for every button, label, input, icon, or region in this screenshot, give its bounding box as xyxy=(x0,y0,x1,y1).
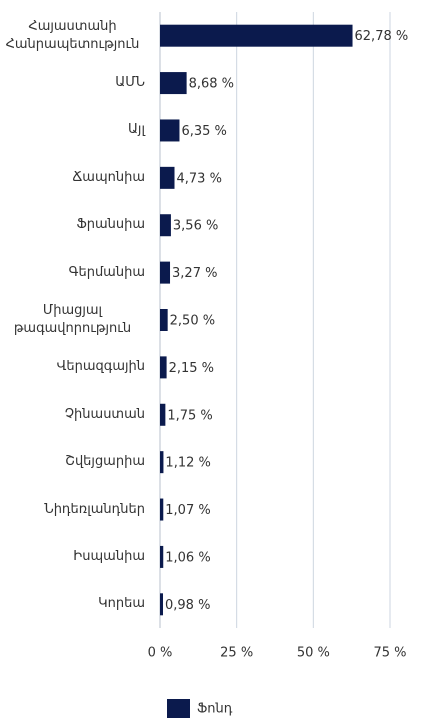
data-label: 3,27 % xyxy=(172,266,217,281)
legend-label: Ֆոնդ xyxy=(197,702,233,717)
y-tick-label: Վերազգային xyxy=(0,345,145,389)
legend-swatch xyxy=(167,699,190,718)
data-label: 1,06 % xyxy=(165,550,210,565)
y-tick-label: Ճապոնիա xyxy=(0,156,145,200)
bar xyxy=(160,545,164,568)
x-tick-label: 0 % xyxy=(148,646,173,661)
y-tick-label: ԱՄՆ xyxy=(0,61,145,105)
y-tick-label: Այլ xyxy=(0,108,145,152)
bar xyxy=(160,498,164,521)
data-label: 3,56 % xyxy=(173,219,218,234)
category-text: Այլ xyxy=(127,122,145,138)
category-text: Կորեա xyxy=(98,596,145,612)
bar xyxy=(160,72,187,95)
bar xyxy=(160,261,171,284)
y-tick-label: Միացյալ թագավորություն xyxy=(0,298,145,342)
category-text: Հայաստանի Հանրապետություն xyxy=(5,18,140,52)
y-tick-label: Չինաստան xyxy=(0,393,145,437)
x-tick-label: 50 % xyxy=(297,646,330,661)
y-tick-label: Հայաստանի Հանրապետություն xyxy=(0,14,145,58)
data-label: 8,68 % xyxy=(189,77,234,92)
bar xyxy=(160,403,166,426)
category-text: Վերազգային xyxy=(56,359,145,375)
data-label: 1,12 % xyxy=(165,456,210,471)
data-label: 2,50 % xyxy=(170,314,215,329)
bar xyxy=(160,356,167,379)
x-tick-label: 25 % xyxy=(220,646,253,661)
y-tick-label: Շվեյցարիա xyxy=(0,440,145,484)
bar xyxy=(160,214,171,237)
category-text: Չինաստան xyxy=(64,406,145,422)
category-text: Միացյալ թագավորություն xyxy=(13,303,132,336)
category-text: Գերմանիա xyxy=(68,264,145,280)
category-text: ԱՄՆ xyxy=(115,75,145,91)
y-tick-label: Իսպանիա xyxy=(0,535,145,579)
category-text: Իսպանիա xyxy=(73,548,145,564)
data-label: 62,78 % xyxy=(355,29,409,44)
bar xyxy=(160,593,164,616)
y-tick-label: Ֆրանսիա xyxy=(0,203,145,247)
category-text: Ճապոնիա xyxy=(72,169,145,185)
data-label: 2,15 % xyxy=(169,361,214,376)
data-label: 1,75 % xyxy=(167,408,212,423)
y-tick-label: Գերմանիա xyxy=(0,251,145,295)
y-tick-label: Կորեա xyxy=(0,582,145,626)
category-text: Ֆրանսիա xyxy=(76,217,145,233)
category-text: Շվեյցարիա xyxy=(65,454,145,470)
data-label: 6,35 % xyxy=(181,124,226,139)
bar xyxy=(160,24,353,47)
bar xyxy=(160,309,168,331)
data-label: 0,98 % xyxy=(165,598,210,613)
y-tick-label: Նիդեռլանդներ xyxy=(0,488,145,532)
data-label: 4,73 % xyxy=(177,171,222,186)
bar xyxy=(160,166,175,189)
bar xyxy=(160,119,180,142)
data-label: 1,07 % xyxy=(165,503,210,518)
category-text: Նիդեռլանդներ xyxy=(44,501,145,517)
bar xyxy=(160,451,164,474)
x-tick-label: 75 % xyxy=(373,646,406,661)
